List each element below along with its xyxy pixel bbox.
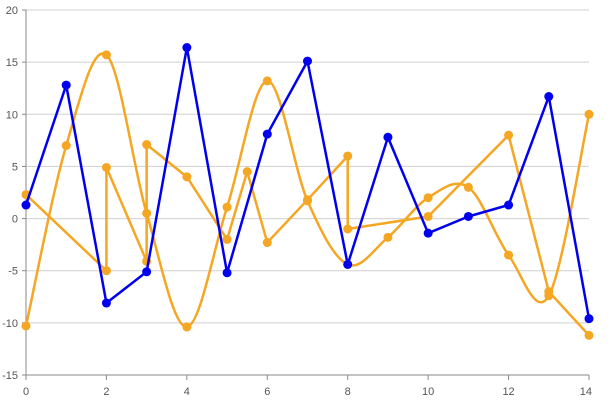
series-1-point-14[interactable] <box>584 109 594 119</box>
x-tick-label: 14 <box>580 386 592 398</box>
series-0-point-7[interactable] <box>303 56 312 66</box>
series-0-point-4[interactable] <box>182 43 192 53</box>
series-2-point-2[interactable] <box>101 162 111 172</box>
series-1-point-5[interactable] <box>222 202 232 212</box>
x-tick-label: 10 <box>422 386 434 398</box>
series-2-point-11[interactable] <box>343 224 353 234</box>
series-2-point-7[interactable] <box>242 167 252 177</box>
series-2-point-9[interactable] <box>303 195 312 205</box>
y-tick-label: 15 <box>6 57 18 69</box>
y-tick-label: 20 <box>6 5 18 17</box>
x-tick-label: 6 <box>264 386 270 398</box>
series-2 <box>21 130 594 340</box>
series-2-point-15[interactable] <box>584 330 594 340</box>
y-tick-label: 10 <box>6 109 18 121</box>
series-0-point-11[interactable] <box>463 211 473 221</box>
series-0-point-0[interactable] <box>21 200 31 210</box>
x-tick-label: 12 <box>502 386 514 398</box>
series-1-point-0[interactable] <box>21 321 31 331</box>
series-1-point-6[interactable] <box>262 76 272 86</box>
series-0-point-2[interactable] <box>101 298 111 308</box>
series-0-line <box>24 46 591 320</box>
series-2-point-10[interactable] <box>343 151 353 161</box>
series-0 <box>21 43 594 324</box>
series-1-point-2[interactable] <box>101 50 111 60</box>
x-tick-label: 4 <box>184 386 190 398</box>
series-1-point-10[interactable] <box>423 193 433 203</box>
series-2-point-12[interactable] <box>423 211 433 221</box>
y-tick-label: -10 <box>2 318 18 330</box>
series-0-point-6[interactable] <box>262 129 272 139</box>
y-tick-label: -5 <box>8 266 18 278</box>
series-0-point-1[interactable] <box>61 80 71 90</box>
series-2-line <box>24 133 591 337</box>
series-0-point-14[interactable] <box>584 314 594 324</box>
series-2-point-8[interactable] <box>262 238 272 248</box>
tick-label-layer: -15 -10 -5 0 5 10 15 20 0 2 4 6 8 10 12 14 <box>2 5 592 398</box>
series-0-point-3[interactable] <box>142 267 152 277</box>
series-2-point-5[interactable] <box>182 172 192 182</box>
series-1-point-11[interactable] <box>463 182 473 192</box>
x-tick-label: 2 <box>103 386 109 398</box>
series-1-point-4[interactable] <box>182 322 192 332</box>
series-2-point-14[interactable] <box>544 287 554 297</box>
x-tick-label: 8 <box>345 386 351 398</box>
x-tick-label: 0 <box>23 386 29 398</box>
series-2-point-4[interactable] <box>142 140 152 150</box>
series-2-point-1[interactable] <box>101 266 111 276</box>
y-tick-label: 5 <box>12 161 18 173</box>
y-tick-label: 0 <box>12 214 18 226</box>
series-1-point-9[interactable] <box>383 232 393 242</box>
series-1-line <box>24 52 591 329</box>
series-0-point-9[interactable] <box>383 132 393 142</box>
series-0-point-13[interactable] <box>544 92 554 102</box>
series-2-point-6[interactable] <box>222 234 232 244</box>
series-1-point-1[interactable] <box>61 141 71 151</box>
series-0-point-12[interactable] <box>504 200 514 210</box>
series-0-point-10[interactable] <box>423 228 433 238</box>
series-1-point-12[interactable] <box>504 250 514 260</box>
series-layer <box>21 43 594 340</box>
series-0-point-8[interactable] <box>343 259 353 269</box>
y-tick-label: -15 <box>2 370 18 382</box>
series-0-point-5[interactable] <box>222 268 232 278</box>
series-2-point-13[interactable] <box>504 130 514 140</box>
